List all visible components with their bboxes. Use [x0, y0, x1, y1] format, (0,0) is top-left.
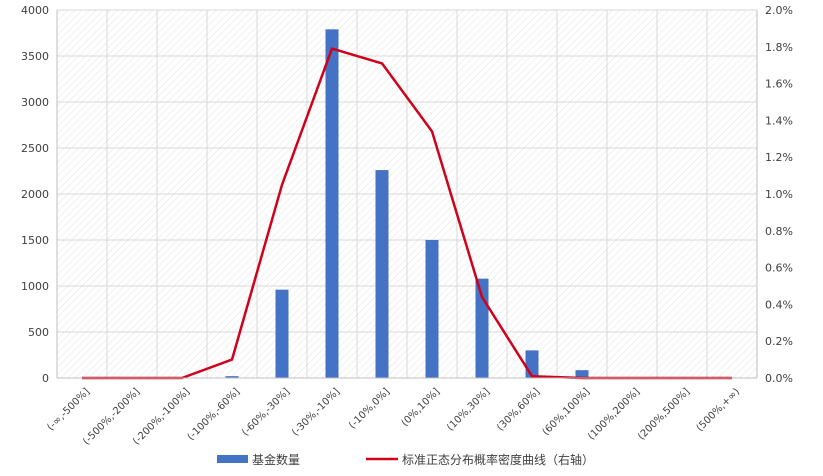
x-tick-label: (30%,60%] — [495, 386, 542, 433]
bar-series — [225, 29, 589, 378]
x-tick-label: (-30%,-10%] — [290, 386, 342, 438]
y-right-tick-label: 1.8% — [765, 41, 793, 54]
bar — [375, 170, 389, 378]
x-tick-label: (10%,30%] — [445, 386, 492, 433]
x-tick-label: (0%,10%] — [400, 386, 443, 429]
y-left-tick-label: 3500 — [21, 50, 49, 63]
x-tick-label: (60%,100%] — [541, 386, 593, 438]
y-right-tick-label: 2.0% — [765, 4, 793, 17]
y-left-tick-label: 2500 — [21, 142, 49, 155]
y-right-tick-label: 0.6% — [765, 262, 793, 275]
x-tick-label: (-10%,0%] — [347, 386, 392, 431]
legend-swatch-bar — [217, 455, 248, 463]
y-right-tick-label: 0.4% — [765, 298, 793, 311]
x-tick-label: (200%,500%] — [636, 386, 692, 442]
y-right-tick-label: 0.0% — [765, 372, 793, 385]
x-tick-label: (-∞,-500%] — [45, 386, 92, 433]
bar — [575, 370, 589, 378]
y-left-tick-label: 3000 — [21, 96, 49, 109]
bar — [325, 29, 339, 378]
y-left-tick-label: 2000 — [21, 188, 49, 201]
legend: 基金数量 标准正态分布概率密度曲线（右轴） — [217, 452, 594, 467]
x-tick-label: (100%,200%] — [586, 386, 642, 442]
y-right-tick-label: 1.2% — [765, 151, 793, 164]
y-left-tick-label: 1000 — [21, 280, 49, 293]
bar — [275, 289, 289, 378]
y-right-tick-label: 1.4% — [765, 114, 793, 127]
y-right-tick-label: 0.8% — [765, 225, 793, 238]
y-left-tick-label: 1500 — [21, 234, 49, 247]
y-left-tick-label: 500 — [28, 326, 49, 339]
y-right-tick-label: 1.6% — [765, 78, 793, 91]
y-right-tick-label: 1.0% — [765, 188, 793, 201]
bar — [425, 240, 439, 378]
bar — [225, 376, 239, 378]
x-tick-label: (-100%,-60%] — [186, 386, 243, 443]
y-left-tick-label: 4000 — [21, 4, 49, 17]
legend-label-line: 标准正态分布概率密度曲线（右轴） — [402, 452, 594, 467]
x-tick-label: (-60%,-30%] — [240, 386, 292, 438]
legend-label-bar: 基金数量 — [252, 452, 300, 467]
y-right-tick-label: 0.2% — [765, 335, 793, 348]
y-left-tick-label: 0 — [42, 372, 49, 385]
x-tick-label: (500%,+∞) — [695, 386, 743, 434]
